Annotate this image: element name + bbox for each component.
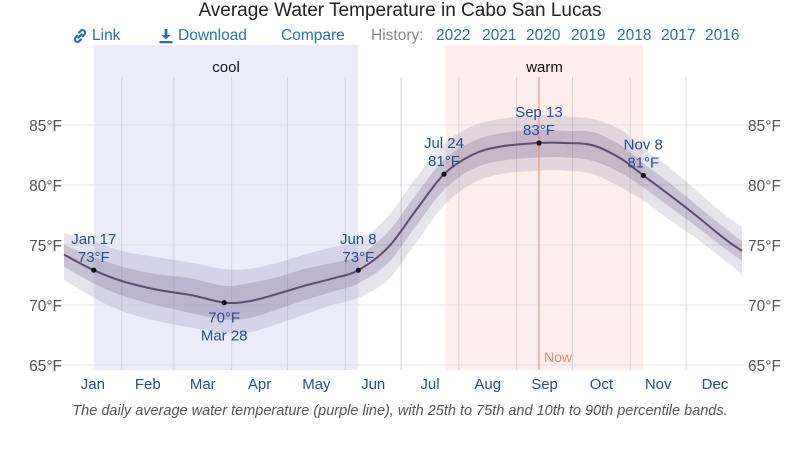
annotation-date: Nov 8 bbox=[624, 136, 663, 153]
link-label: Link bbox=[92, 27, 121, 44]
download-button[interactable]: Download bbox=[158, 26, 247, 46]
band-25-75 bbox=[64, 129, 742, 320]
month-label-may: May bbox=[302, 376, 331, 393]
y-tick-label-left: 80°F bbox=[29, 178, 62, 195]
y-tick-label-left: 70°F bbox=[29, 298, 62, 315]
y-tick-label-right: 85°F bbox=[748, 118, 781, 135]
month-label-oct: Oct bbox=[590, 376, 614, 393]
season-regions: cool warm bbox=[93, 45, 644, 370]
annotation-value: 81°F bbox=[428, 153, 460, 170]
annotation-value: 73°F bbox=[78, 249, 110, 266]
link-icon bbox=[73, 28, 87, 43]
download-icon bbox=[159, 28, 173, 44]
y-tick-label-left: 85°F bbox=[29, 118, 62, 135]
annotation-point bbox=[441, 171, 447, 177]
toolbar: Link Download Compare History: 2022 2021… bbox=[0, 26, 800, 48]
month-label-aug: Aug bbox=[474, 376, 501, 393]
history-label: History: bbox=[371, 27, 424, 44]
history-year-2020[interactable]: 2020 bbox=[526, 27, 561, 44]
y-axis-labels: 65°F 65°F 70°F 70°F 75°F 75°F 80°F 80°F 85°F 85°F bbox=[29, 118, 781, 375]
percentile-bands bbox=[64, 115, 742, 334]
month-label-sep: Sep bbox=[531, 376, 558, 393]
annotation-point bbox=[640, 172, 646, 178]
annotation-value: 81°F bbox=[627, 154, 659, 171]
month-label-feb: Feb bbox=[135, 376, 161, 393]
y-tick-label-left: 65°F bbox=[29, 358, 62, 375]
history-year-2017[interactable]: 2017 bbox=[661, 27, 696, 44]
now-label: Now bbox=[544, 349, 573, 365]
month-label-jul: Jul bbox=[420, 376, 439, 393]
chart-caption: The daily average water temperature (pur… bbox=[72, 403, 728, 419]
download-label: Download bbox=[178, 27, 247, 44]
link-button[interactable]: Link bbox=[72, 26, 120, 46]
y-tick-label-right: 70°F bbox=[748, 298, 781, 315]
annotation-point bbox=[536, 140, 542, 146]
annotation-value: 73°F bbox=[342, 249, 374, 266]
history-year-2019[interactable]: 2019 bbox=[571, 27, 606, 44]
annotation-date: Mar 28 bbox=[201, 328, 248, 345]
annotation-point bbox=[355, 267, 361, 273]
compare-button[interactable]: Compare bbox=[281, 27, 345, 44]
annotation-date: Jul 24 bbox=[424, 135, 464, 152]
y-tick-label-right: 65°F bbox=[748, 358, 781, 375]
grid-lines bbox=[44, 77, 756, 370]
history-year-2022[interactable]: 2022 bbox=[436, 27, 471, 44]
x-axis-labels: Jan Feb Mar Apr May Jun Jul Aug Sep Oct Nov Dec bbox=[81, 376, 729, 393]
month-label-jan: Jan bbox=[81, 376, 105, 393]
annotation-date: Sep 13 bbox=[515, 104, 563, 121]
month-label-dec: Dec bbox=[702, 376, 729, 393]
now-marker: Now bbox=[538, 77, 573, 370]
band-10-90 bbox=[64, 115, 742, 334]
month-label-mar: Mar bbox=[190, 376, 216, 393]
chart-title: Average Water Temperature in Cabo San Lu… bbox=[198, 0, 602, 21]
month-label-apr: Apr bbox=[248, 376, 271, 393]
month-label-nov: Nov bbox=[645, 376, 672, 393]
annotation-point bbox=[221, 300, 227, 306]
region-cool bbox=[93, 45, 359, 370]
annotation-value: 70°F bbox=[208, 310, 240, 327]
annotation-date: Jun 8 bbox=[340, 231, 377, 248]
region-label-cool: cool bbox=[212, 59, 240, 76]
history-year-2016[interactable]: 2016 bbox=[705, 27, 740, 44]
annotation-date: Jan 17 bbox=[71, 231, 116, 248]
annotation-value: 83°F bbox=[523, 122, 555, 139]
y-tick-label-left: 75°F bbox=[29, 238, 62, 255]
region-label-warm: warm bbox=[525, 59, 563, 76]
y-tick-label-right: 75°F bbox=[748, 238, 781, 255]
temperature-chart: cool warm Now 65°F 65°F 70°F 70°F 75°F 75°F 80°… bbox=[29, 45, 781, 393]
region-warm bbox=[445, 45, 644, 370]
history-year-2018[interactable]: 2018 bbox=[617, 27, 652, 44]
y-tick-label-right: 80°F bbox=[748, 178, 781, 195]
annotation-point bbox=[91, 267, 97, 273]
month-label-jun: Jun bbox=[361, 376, 385, 393]
history-year-2021[interactable]: 2021 bbox=[482, 27, 517, 44]
